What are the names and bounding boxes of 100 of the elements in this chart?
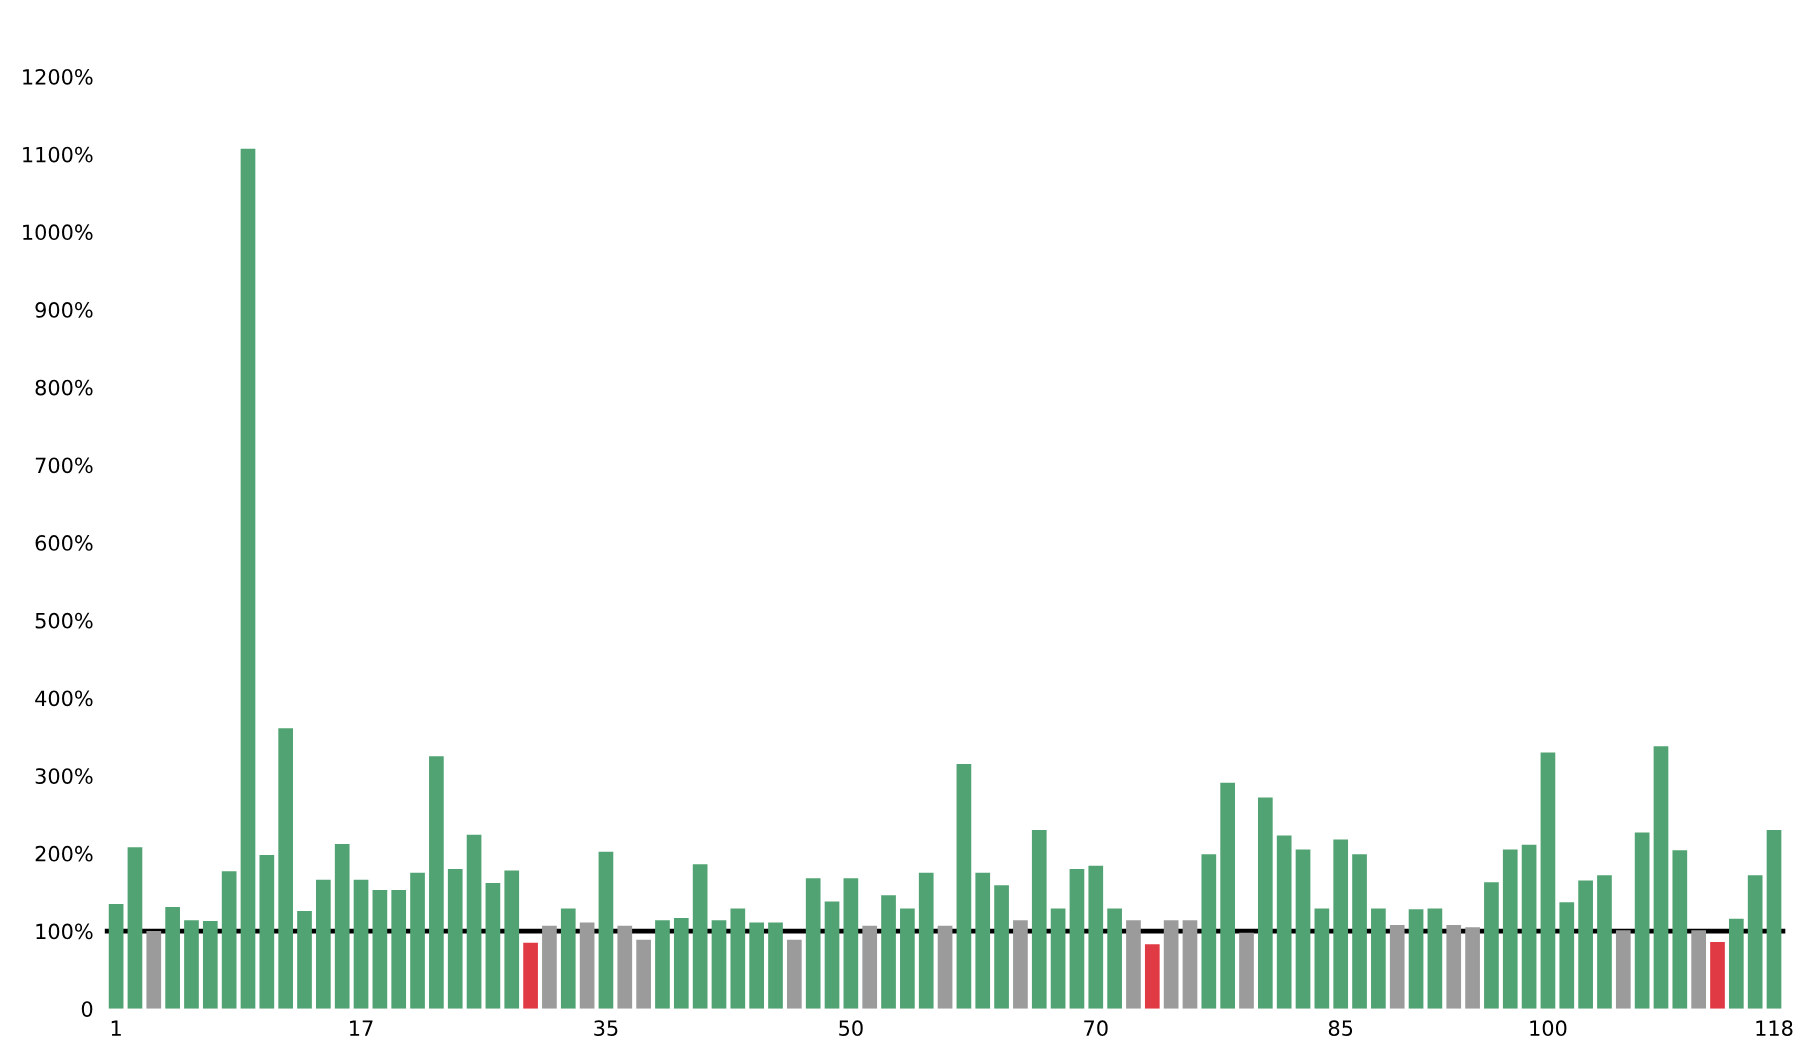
bar bbox=[1239, 932, 1254, 1009]
bar bbox=[1484, 882, 1499, 1009]
x-tick-label: 85 bbox=[1328, 1020, 1353, 1037]
bar bbox=[504, 870, 520, 1009]
bar bbox=[1653, 746, 1669, 1009]
bar bbox=[1352, 854, 1367, 1009]
bar bbox=[768, 922, 783, 1009]
bar bbox=[1107, 908, 1122, 1009]
bar bbox=[485, 882, 501, 1009]
y-tick-label: 800% bbox=[35, 379, 93, 396]
bar bbox=[711, 920, 727, 1009]
bar bbox=[1728, 918, 1744, 1009]
bar bbox=[636, 939, 651, 1009]
y-tick-label: 200% bbox=[35, 845, 93, 862]
bar bbox=[1371, 908, 1386, 1009]
bar bbox=[334, 844, 350, 1009]
bar bbox=[692, 864, 708, 1009]
bar bbox=[937, 925, 953, 1009]
y-tick-label: 1100% bbox=[23, 146, 93, 163]
bar bbox=[221, 871, 237, 1009]
x-tick-label: 35 bbox=[594, 1020, 618, 1037]
y-tick-label: 400% bbox=[35, 690, 93, 707]
bar bbox=[184, 920, 199, 1009]
bar bbox=[1691, 930, 1706, 1009]
y-tick-label: 700% bbox=[35, 457, 93, 474]
bar bbox=[655, 920, 670, 1009]
bar bbox=[165, 907, 180, 1009]
y-tick-label: 1000% bbox=[23, 224, 93, 241]
bar bbox=[523, 942, 538, 1009]
bar bbox=[353, 879, 369, 1009]
bar bbox=[824, 901, 840, 1009]
bar bbox=[805, 878, 821, 1009]
bar bbox=[787, 939, 802, 1009]
bar bbox=[673, 917, 689, 1009]
bar bbox=[749, 922, 765, 1009]
bar bbox=[127, 847, 143, 1009]
bar bbox=[598, 851, 614, 1009]
bar bbox=[1672, 850, 1688, 1009]
bar bbox=[1615, 930, 1631, 1009]
y-tick-label: 300% bbox=[35, 768, 93, 784]
bar bbox=[372, 889, 388, 1009]
bar bbox=[617, 925, 633, 1009]
bar bbox=[1559, 902, 1575, 1009]
x-tick-label: 1 bbox=[111, 1020, 121, 1036]
bar bbox=[202, 921, 218, 1009]
x-tick-label: 17 bbox=[350, 1020, 373, 1036]
bar bbox=[429, 756, 444, 1009]
bar bbox=[560, 908, 576, 1009]
bar bbox=[862, 925, 878, 1009]
bar bbox=[1502, 849, 1518, 1009]
bar bbox=[1446, 924, 1462, 1009]
bar bbox=[918, 872, 934, 1009]
y-tick-label: 0 bbox=[81, 1001, 93, 1017]
bar bbox=[1182, 920, 1198, 1009]
bar bbox=[1634, 832, 1650, 1009]
bar bbox=[1163, 920, 1179, 1009]
bar bbox=[881, 895, 896, 1009]
bar bbox=[240, 148, 256, 1009]
bar bbox=[1747, 875, 1763, 1009]
bar bbox=[579, 922, 595, 1009]
bar bbox=[1276, 835, 1292, 1009]
bar bbox=[843, 878, 859, 1009]
bar bbox=[1597, 875, 1612, 1009]
bar bbox=[1333, 839, 1349, 1009]
bar bbox=[410, 872, 425, 1009]
bar bbox=[1766, 830, 1782, 1009]
bar bbox=[466, 834, 482, 1009]
bar bbox=[1069, 868, 1085, 1009]
bar bbox=[1201, 854, 1217, 1009]
bar bbox=[297, 910, 312, 1009]
y-tick-label: 600% bbox=[35, 535, 93, 551]
bar bbox=[108, 903, 124, 1009]
bar bbox=[1126, 920, 1141, 1009]
x-tick-label: 50 bbox=[839, 1020, 863, 1037]
y-tick-label: 900% bbox=[35, 302, 93, 318]
bar bbox=[1427, 908, 1443, 1009]
bar bbox=[1465, 927, 1480, 1009]
bar bbox=[447, 868, 463, 1009]
bar bbox=[1710, 941, 1725, 1009]
bar bbox=[1031, 830, 1047, 1009]
bar bbox=[1578, 880, 1593, 1009]
bar bbox=[1050, 908, 1066, 1009]
bar bbox=[1013, 920, 1028, 1009]
bar bbox=[278, 728, 294, 1009]
bar bbox=[975, 872, 991, 1009]
bar bbox=[391, 889, 407, 1009]
y-tick-label: 100% bbox=[36, 923, 93, 940]
bar bbox=[259, 854, 275, 1009]
x-tick-label: 100 bbox=[1530, 1020, 1567, 1037]
bar bbox=[900, 908, 915, 1009]
bar bbox=[1314, 908, 1330, 1009]
y-tick-label: 1200% bbox=[23, 68, 93, 85]
bar bbox=[1521, 844, 1537, 1009]
bar bbox=[146, 931, 162, 1009]
bar bbox=[1540, 752, 1556, 1009]
y-tick-label: 500% bbox=[35, 612, 93, 629]
x-tick-label: 118 bbox=[1756, 1020, 1793, 1037]
bar bbox=[956, 764, 972, 1009]
bar bbox=[1144, 944, 1160, 1009]
bar bbox=[316, 879, 331, 1009]
